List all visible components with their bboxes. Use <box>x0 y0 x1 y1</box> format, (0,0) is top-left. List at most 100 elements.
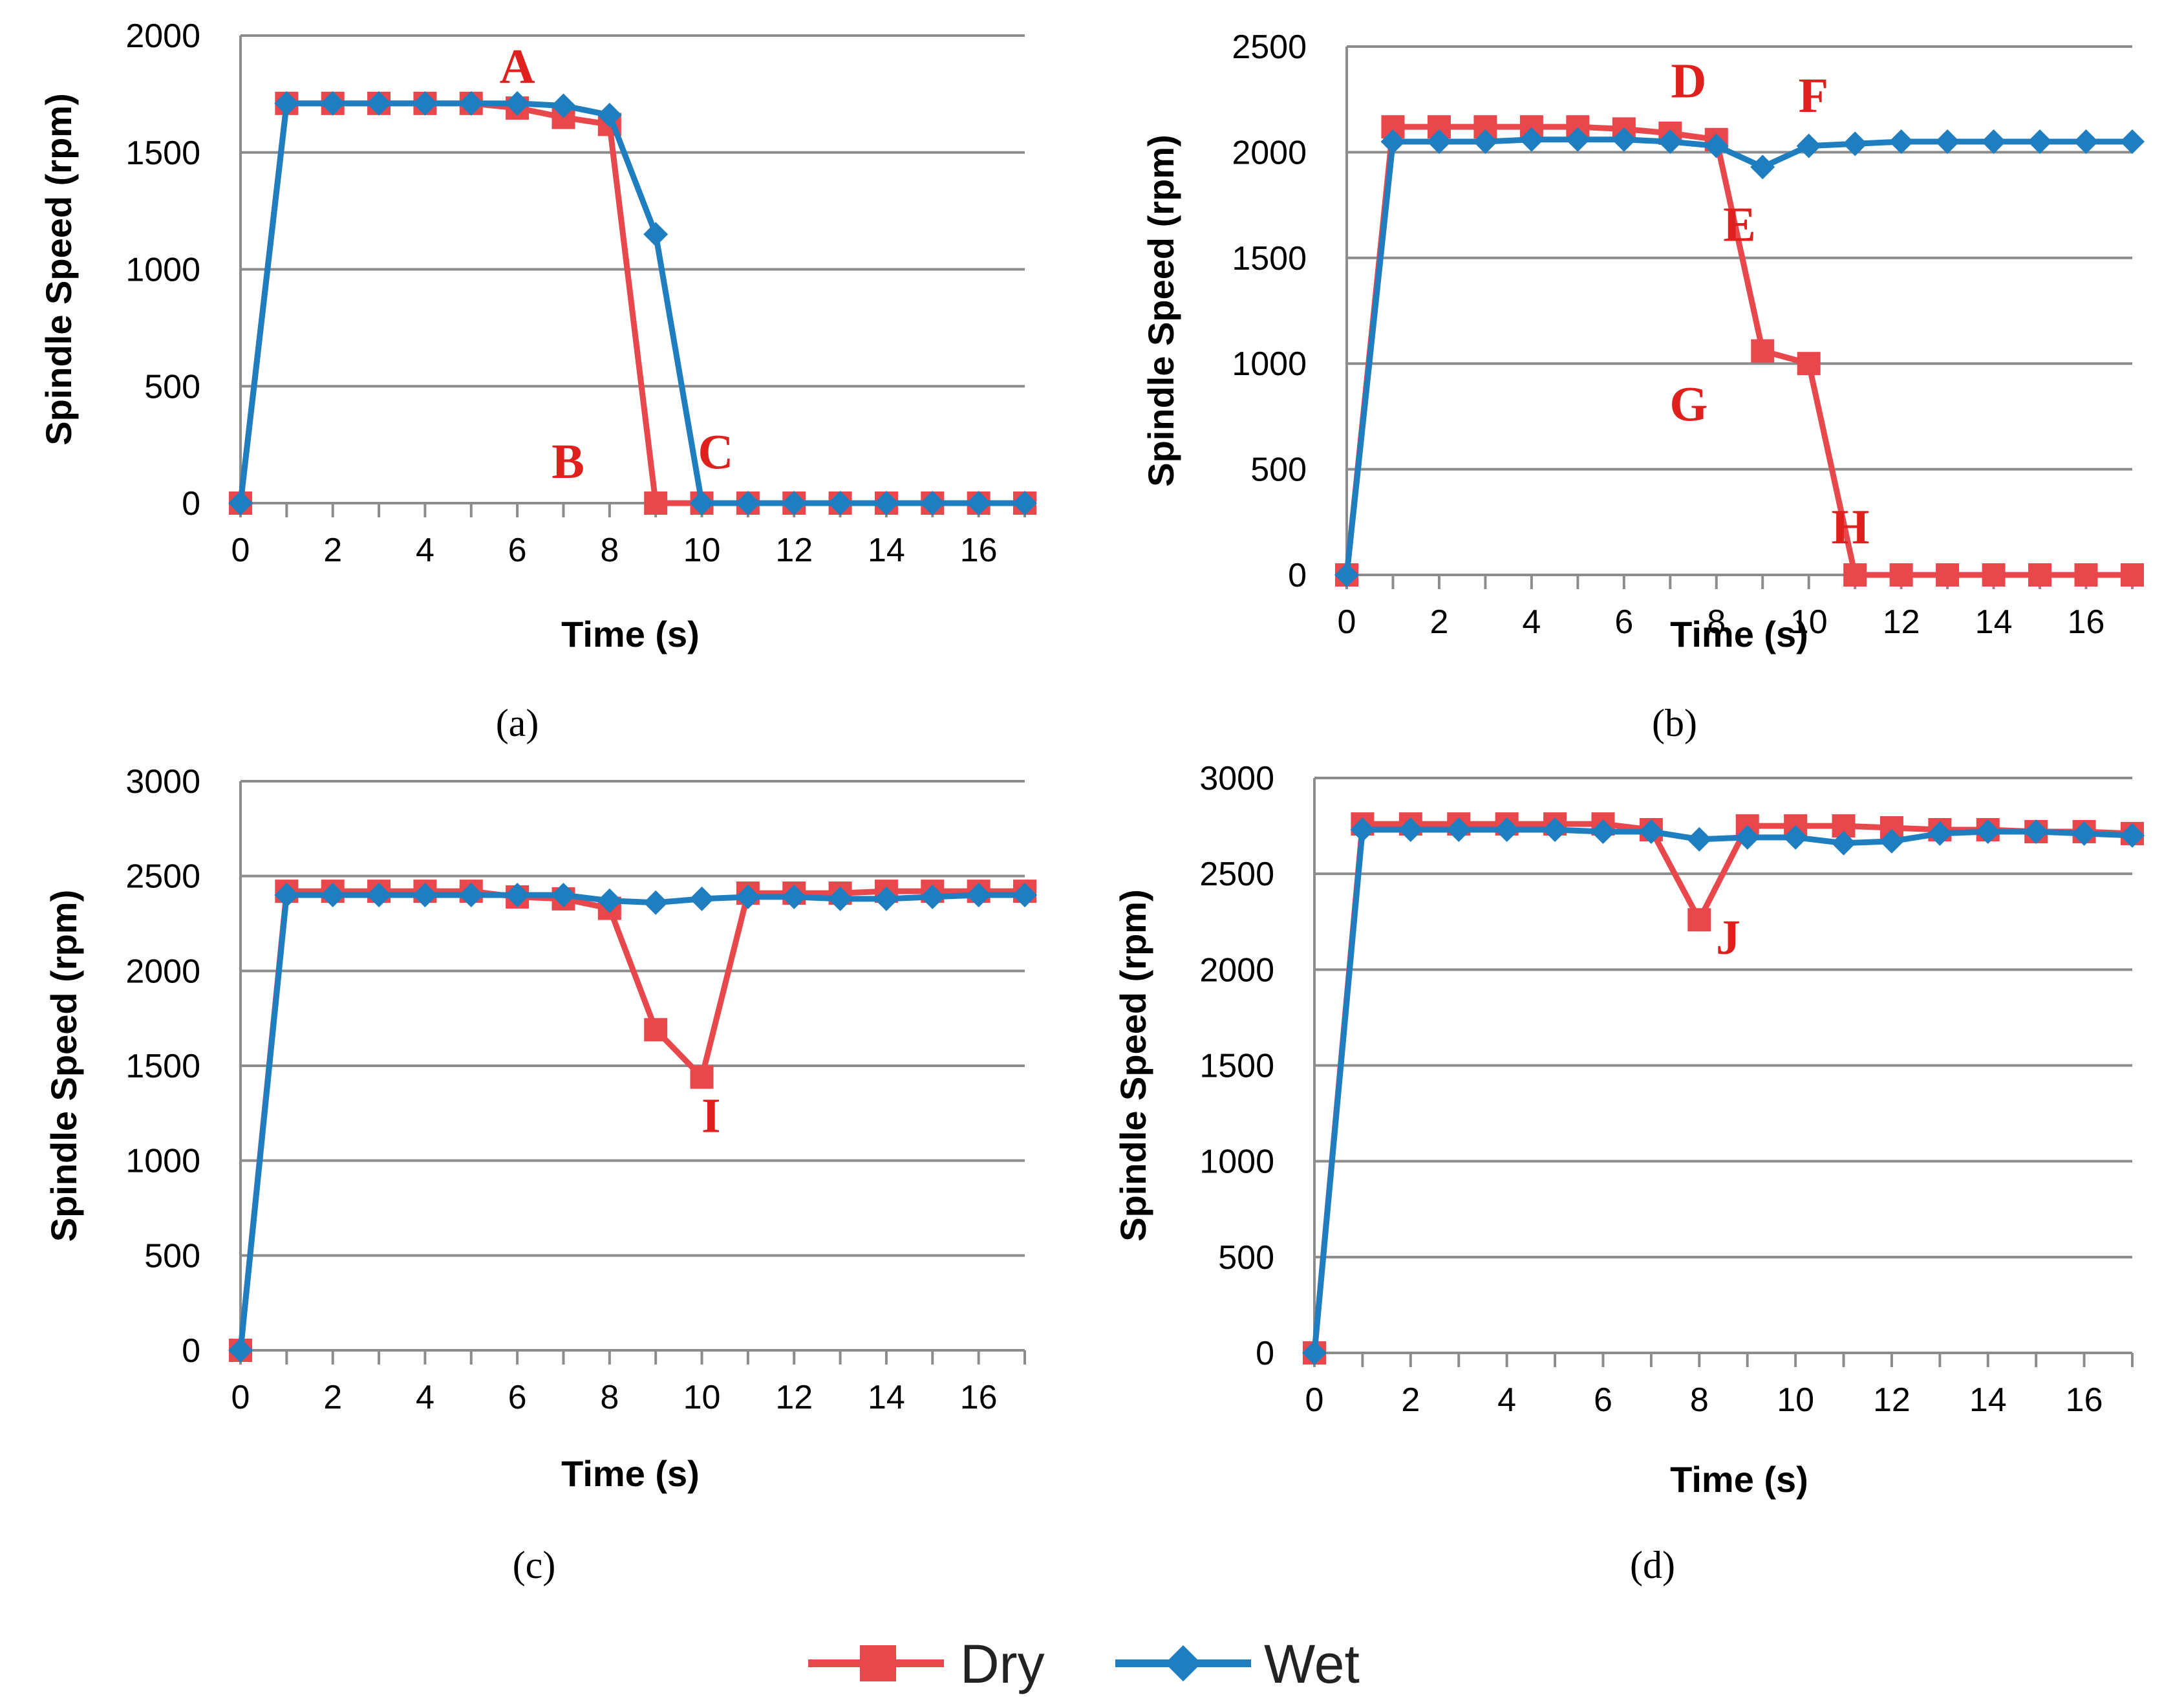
data-point-wet <box>1879 828 1904 854</box>
y-tick-label: 2500 <box>125 858 200 896</box>
x-tick-label: 2 <box>323 1379 342 1416</box>
data-point-wet <box>873 886 899 911</box>
data-point-wet <box>228 491 253 515</box>
data-point-dry <box>1936 563 1960 587</box>
panel-label: (a) <box>496 702 539 744</box>
data-point-wet <box>1012 883 1037 907</box>
data-point-dry <box>2028 563 2052 587</box>
data-point-wet <box>228 1338 253 1363</box>
y-tick-label: 1500 <box>125 135 200 172</box>
y-tick-label: 2000 <box>1199 951 1274 989</box>
x-axis-title: Time (s) <box>1670 1459 1808 1500</box>
data-point-wet <box>1446 817 1472 843</box>
x-tick-label: 8 <box>600 532 619 569</box>
data-point-wet <box>2120 823 2145 848</box>
data-point-wet <box>1519 127 1544 152</box>
legend-label-dry: Dry <box>960 1634 1045 1694</box>
data-point-wet <box>1735 825 1760 850</box>
data-point-wet <box>1981 129 2006 155</box>
y-tick-label: 1000 <box>125 1143 200 1180</box>
chart-panel-b: 0 500 1000 1500 2000 2500 0 2 4 6 8 10 12 14 16 Time (s… <box>1140 28 2145 744</box>
data-point-wet <box>1796 133 1821 158</box>
x-tick-label: 12 <box>1883 603 1920 641</box>
series-dry <box>229 91 1036 515</box>
annotation-label: E <box>1723 198 1756 252</box>
data-point-wet <box>2028 129 2053 155</box>
data-point-wet <box>920 884 945 909</box>
series-dry <box>229 880 1036 1362</box>
x-tick-label: 2 <box>1401 1381 1420 1419</box>
data-point-dry <box>1982 563 2006 587</box>
chart-panel-d: 0 500 1000 1500 2000 2500 3000 0 2 4 6 8 10 12 14 16 Tim… <box>1113 760 2145 1586</box>
series-dry <box>1335 115 2144 587</box>
legend-label-wet: Wet <box>1264 1634 1360 1694</box>
annotation-label: D <box>1671 54 1706 108</box>
data-point-dry <box>644 1018 668 1042</box>
annotation-label: G <box>1669 377 1708 431</box>
data-point-wet <box>1843 131 1868 157</box>
y-tick-label: 0 <box>1256 1335 1274 1372</box>
x-tick-label: 4 <box>1522 603 1541 641</box>
data-point-wet <box>689 491 714 515</box>
y-tick-label: 500 <box>1250 451 1307 489</box>
y-tick-label: 1000 <box>125 252 200 289</box>
data-point-dry <box>644 491 668 515</box>
data-point-wet <box>735 491 760 515</box>
data-point-wet <box>551 883 576 907</box>
x-tick-label: 6 <box>508 1379 527 1416</box>
data-point-wet <box>1494 817 1519 843</box>
data-point-wet <box>412 91 438 116</box>
annotation-label: B <box>551 435 584 489</box>
data-point-wet <box>1975 819 2000 844</box>
x-axis-title: Time (s) <box>561 1453 700 1494</box>
data-point-wet <box>1638 819 1664 844</box>
data-point-dry <box>1797 352 1821 376</box>
annotation-label: C <box>698 425 733 479</box>
data-point-wet <box>551 93 576 118</box>
data-point-wet <box>2120 129 2145 155</box>
y-axis-title: Spindle Speed (rpm) <box>38 93 79 446</box>
x-tick-label: 6 <box>508 532 527 569</box>
x-tick-label: 4 <box>1497 1381 1516 1419</box>
data-point-dry <box>1843 563 1867 587</box>
data-point-wet <box>1658 129 1683 155</box>
data-point-wet <box>1704 133 1729 158</box>
series-wet <box>228 883 1037 1363</box>
annotation-label: J <box>1716 911 1740 965</box>
data-point-wet <box>274 91 299 116</box>
x-tick-label: 2 <box>1429 603 1448 641</box>
series-line-wet <box>1311 826 2133 1354</box>
y-tick-label: 1500 <box>1232 240 1307 277</box>
data-point-wet <box>1012 491 1037 515</box>
data-point-wet <box>1473 129 1498 155</box>
data-point-wet <box>1687 826 1712 852</box>
x-tick-label: 6 <box>1594 1381 1612 1419</box>
data-point-wet <box>320 883 345 907</box>
annotation-label: A <box>500 39 535 94</box>
y-tick-label: 2500 <box>1232 28 1307 66</box>
series-line-dry <box>1311 821 2133 1354</box>
data-point-wet <box>367 91 392 116</box>
data-point-wet <box>689 886 714 911</box>
data-point-wet <box>367 883 392 907</box>
data-point-wet <box>2024 819 2049 844</box>
data-point-wet <box>873 491 899 515</box>
y-tick-label: 0 <box>182 485 200 523</box>
x-tick-label: 16 <box>2066 1381 2103 1419</box>
y-tick-label: 1000 <box>1199 1143 1274 1181</box>
series-wet <box>1334 127 2145 587</box>
x-tick-label: 16 <box>960 532 998 569</box>
data-point-wet <box>643 222 669 247</box>
data-point-wet <box>1350 817 1375 843</box>
panel-label: (d) <box>1630 1544 1675 1586</box>
data-point-dry <box>1687 908 1711 932</box>
data-point-wet <box>274 883 299 907</box>
legend: Dry Wet <box>808 1634 1360 1694</box>
x-tick-label: 16 <box>960 1379 998 1416</box>
data-point-wet <box>1783 825 1808 850</box>
y-axis-title: Spindle Speed (rpm) <box>1140 135 1181 487</box>
legend-marker-square <box>860 1645 896 1681</box>
data-point-dry <box>1751 339 1775 363</box>
data-point-wet <box>1831 830 1856 856</box>
